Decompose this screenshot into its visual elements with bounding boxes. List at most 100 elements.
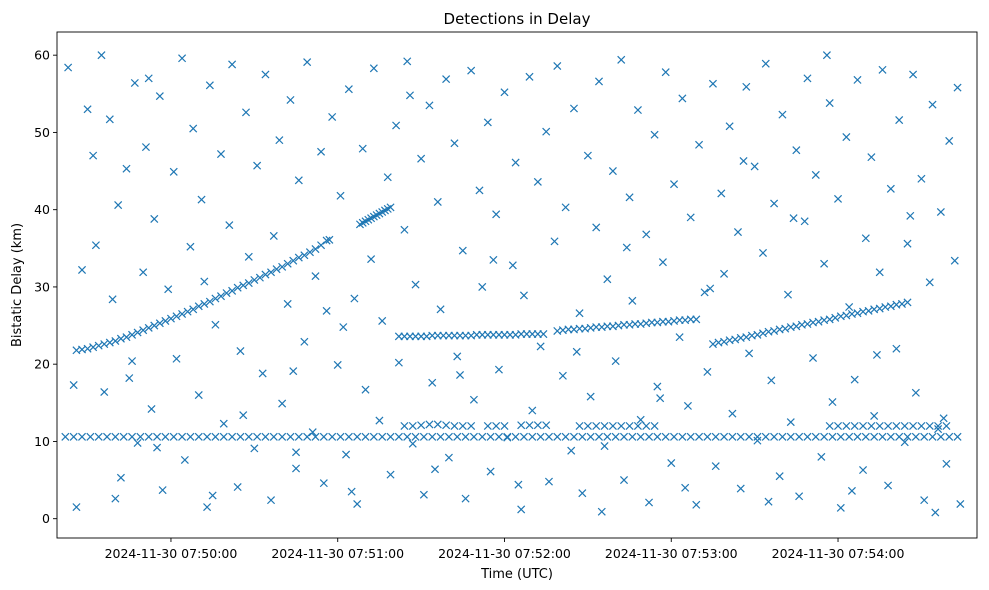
data-point xyxy=(469,395,478,404)
data-point xyxy=(442,75,451,84)
data-point xyxy=(842,421,851,431)
data-point xyxy=(455,370,465,380)
data-point xyxy=(681,483,690,492)
data-point xyxy=(333,360,342,369)
data-point xyxy=(116,473,125,482)
data-point xyxy=(133,438,142,448)
data-point xyxy=(667,459,676,468)
data-point xyxy=(850,375,859,384)
data-point xyxy=(903,298,912,307)
data-point xyxy=(500,421,509,431)
data-point xyxy=(239,281,248,290)
data-point xyxy=(528,432,537,441)
data-point xyxy=(753,432,762,441)
data-point xyxy=(517,505,526,514)
data-point xyxy=(91,241,100,250)
data-point xyxy=(453,432,462,441)
data-point xyxy=(878,432,887,441)
data-point xyxy=(553,432,562,441)
data-point xyxy=(742,82,751,91)
data-point xyxy=(850,421,859,431)
x-tick-label: 2024-11-30 07:52:00 xyxy=(438,546,571,561)
y-tick-label: 10 xyxy=(34,434,50,449)
data-point xyxy=(275,136,284,145)
data-point xyxy=(834,194,843,203)
data-point xyxy=(386,203,395,212)
data-point xyxy=(261,432,270,441)
data-point xyxy=(408,421,417,431)
data-point xyxy=(561,203,570,212)
data-point xyxy=(917,421,926,431)
data-point xyxy=(394,432,403,441)
data-point xyxy=(836,432,845,441)
data-point xyxy=(861,432,870,441)
data-point xyxy=(103,432,112,441)
plot-area xyxy=(57,32,977,538)
data-point xyxy=(108,295,117,304)
data-point xyxy=(892,421,901,431)
data-point xyxy=(886,184,895,193)
data-point xyxy=(619,432,629,441)
data-point xyxy=(717,189,726,198)
data-point xyxy=(303,58,312,67)
data-point xyxy=(417,154,426,163)
data-point xyxy=(255,273,264,282)
data-point xyxy=(608,421,617,431)
data-point xyxy=(250,444,259,453)
data-point xyxy=(519,291,528,300)
data-point xyxy=(583,151,592,160)
data-point xyxy=(884,481,893,490)
data-point xyxy=(400,421,409,431)
data-point xyxy=(808,353,818,363)
data-point xyxy=(205,81,214,90)
data-point xyxy=(344,85,353,94)
data-point xyxy=(158,486,167,495)
data-point xyxy=(319,432,328,441)
x-tick-label: 2024-11-30 07:51:00 xyxy=(271,546,404,561)
data-point xyxy=(511,432,520,441)
y-tick-label: 40 xyxy=(34,202,50,217)
data-point xyxy=(795,492,804,501)
data-point xyxy=(241,108,251,117)
data-point xyxy=(542,127,551,136)
data-point xyxy=(442,421,451,430)
data-point xyxy=(884,421,893,431)
data-point xyxy=(911,432,920,441)
data-point xyxy=(836,503,845,512)
data-point xyxy=(706,284,715,293)
data-point xyxy=(458,246,467,255)
data-point xyxy=(261,70,270,79)
data-point xyxy=(783,290,793,299)
data-point xyxy=(144,74,153,83)
data-point xyxy=(956,499,965,509)
data-point xyxy=(870,411,879,420)
data-point xyxy=(934,421,943,431)
data-point xyxy=(347,487,356,496)
data-point xyxy=(144,432,153,441)
data-point xyxy=(353,499,362,509)
data-point xyxy=(675,333,684,342)
data-point xyxy=(286,432,295,441)
data-point xyxy=(803,432,812,441)
data-point xyxy=(945,432,954,441)
data-point xyxy=(795,432,804,441)
data-point xyxy=(900,421,909,431)
data-point xyxy=(105,115,114,124)
data-point xyxy=(625,193,634,202)
data-point xyxy=(611,432,620,441)
data-point xyxy=(536,432,545,441)
data-point xyxy=(936,432,945,441)
data-point xyxy=(872,350,881,359)
data-point xyxy=(169,432,178,441)
data-point xyxy=(683,401,692,410)
data-point xyxy=(336,191,345,200)
data-point xyxy=(200,299,209,308)
data-point xyxy=(695,432,704,441)
data-point xyxy=(458,421,467,431)
data-point xyxy=(569,104,579,113)
data-point xyxy=(436,432,445,441)
data-point xyxy=(64,63,73,72)
data-point xyxy=(542,421,551,430)
data-point xyxy=(244,432,253,441)
y-tick-label: 20 xyxy=(34,357,50,372)
